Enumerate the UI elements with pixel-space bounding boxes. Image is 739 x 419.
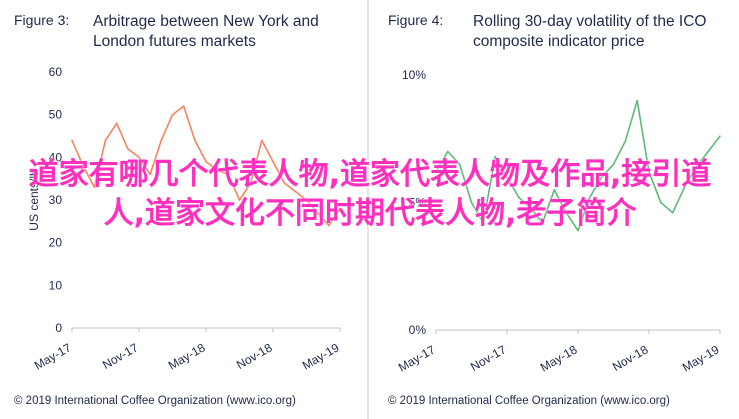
data-point: [612, 163, 615, 166]
data-point: [648, 171, 650, 173]
y-tick-label: 10%: [402, 68, 426, 82]
figure-title-line: London futures markets: [93, 33, 256, 50]
figure-3-panel: Figure 3: Arbitrage between New York and…: [0, 0, 366, 419]
data-point: [719, 135, 721, 137]
panel-divider: [367, 0, 369, 419]
x-tick-label: Nov-17: [468, 342, 509, 374]
data-point: [283, 182, 285, 184]
data-point: [470, 201, 473, 204]
data-point: [447, 150, 449, 153]
x-tick-label: May-19: [300, 340, 342, 372]
x-tick-label: Nov-18: [610, 342, 651, 374]
y-tick-label: 50: [49, 108, 63, 122]
data-point: [435, 171, 437, 173]
data-point: [261, 139, 263, 142]
x-tick-label: Nov-18: [234, 340, 275, 372]
data-point: [529, 206, 532, 209]
copyright-footer: © 2019 International Coffee Organization…: [14, 395, 296, 407]
data-point: [182, 105, 185, 107]
data-point: [636, 99, 638, 102]
data-point: [328, 224, 330, 227]
data-point: [577, 229, 579, 232]
data-point: [227, 173, 230, 176]
data-point: [482, 222, 485, 224]
data-point: [205, 160, 207, 163]
data-point: [339, 207, 341, 210]
data-point: [216, 169, 218, 171]
data-point: [249, 182, 252, 184]
data-point: [600, 176, 603, 178]
data-point: [660, 201, 662, 204]
data-point: [589, 196, 591, 199]
data-point: [707, 150, 709, 153]
figure-title: Arbitrage between New York and London fu…: [93, 12, 319, 52]
x-tick-label: May-18: [538, 342, 580, 374]
y-tick-label: 5%: [409, 196, 427, 210]
y-tick-label: 30: [49, 193, 63, 207]
data-point: [565, 211, 567, 214]
data-point: [541, 222, 544, 224]
data-point: [553, 188, 556, 191]
y-tick-label: 20: [49, 236, 63, 250]
data-point: [160, 139, 163, 142]
data-point: [494, 155, 496, 158]
x-tick-label: May-19: [680, 342, 722, 374]
x-tick-label: Nov-17: [100, 340, 141, 372]
data-point: [138, 156, 140, 159]
figure-title-line: Arbitrage between New York and: [93, 13, 319, 30]
data-point: [115, 122, 118, 124]
y-tick-label: 60: [49, 65, 63, 79]
data-point: [294, 190, 297, 193]
data-point: [305, 199, 308, 201]
data-point: [104, 139, 107, 142]
data-point: [458, 163, 461, 166]
data-point: [127, 148, 129, 150]
data-point: [238, 199, 241, 201]
data-point: [82, 165, 84, 167]
data-point: [171, 113, 174, 116]
figure-label: Figure 4:: [388, 12, 444, 28]
data-point: [683, 186, 686, 188]
data-point: [316, 212, 319, 214]
figure-title-line: composite indicator price: [473, 33, 645, 50]
y-tick-label: 40: [49, 150, 63, 164]
data-point: [518, 196, 520, 199]
data-point: [506, 176, 508, 178]
data-point: [149, 173, 151, 176]
figure-title: Rolling 30-day volatility of the ICO com…: [473, 12, 706, 52]
overlay-watermark-text: 道家有哪几个代表人物,道家代表人物及作品,接引道人,道家文化不同时期代表人物,老…: [28, 157, 712, 231]
figure-4-panel: Figure 4: Rolling 30-day volatility of t…: [372, 0, 739, 419]
x-tick-label: May-17: [396, 342, 438, 374]
data-point: [71, 139, 73, 142]
figure-label: Figure 3:: [14, 12, 70, 28]
y-axis-label: US cents/lb: [27, 169, 41, 231]
data-point: [695, 166, 698, 168]
data-point: [93, 186, 96, 188]
data-point: [194, 139, 196, 142]
y-tick-label: 10: [49, 278, 63, 292]
data-point: [272, 160, 274, 163]
volatility-line-chart: 0% 5% 10% May-17 Nov-17 May-18 Nov-18 May-19: [396, 68, 722, 375]
data-point: [671, 211, 674, 214]
y-tick-label: 0%: [409, 323, 427, 337]
y-tick-label: 0: [55, 321, 62, 335]
x-tick-label: May-18: [166, 340, 208, 372]
figure-title-line: Rolling 30-day volatility of the ICO: [473, 13, 707, 30]
data-point: [624, 140, 627, 143]
arbitrage-line-chart: 0 10 20 30 40 50 60 May-17 Nov-17 May-18 Nov-18 May…: [27, 65, 342, 373]
copyright-footer: © 2019 International Coffee Organization…: [388, 395, 670, 407]
x-tick-label: May-17: [32, 340, 74, 372]
